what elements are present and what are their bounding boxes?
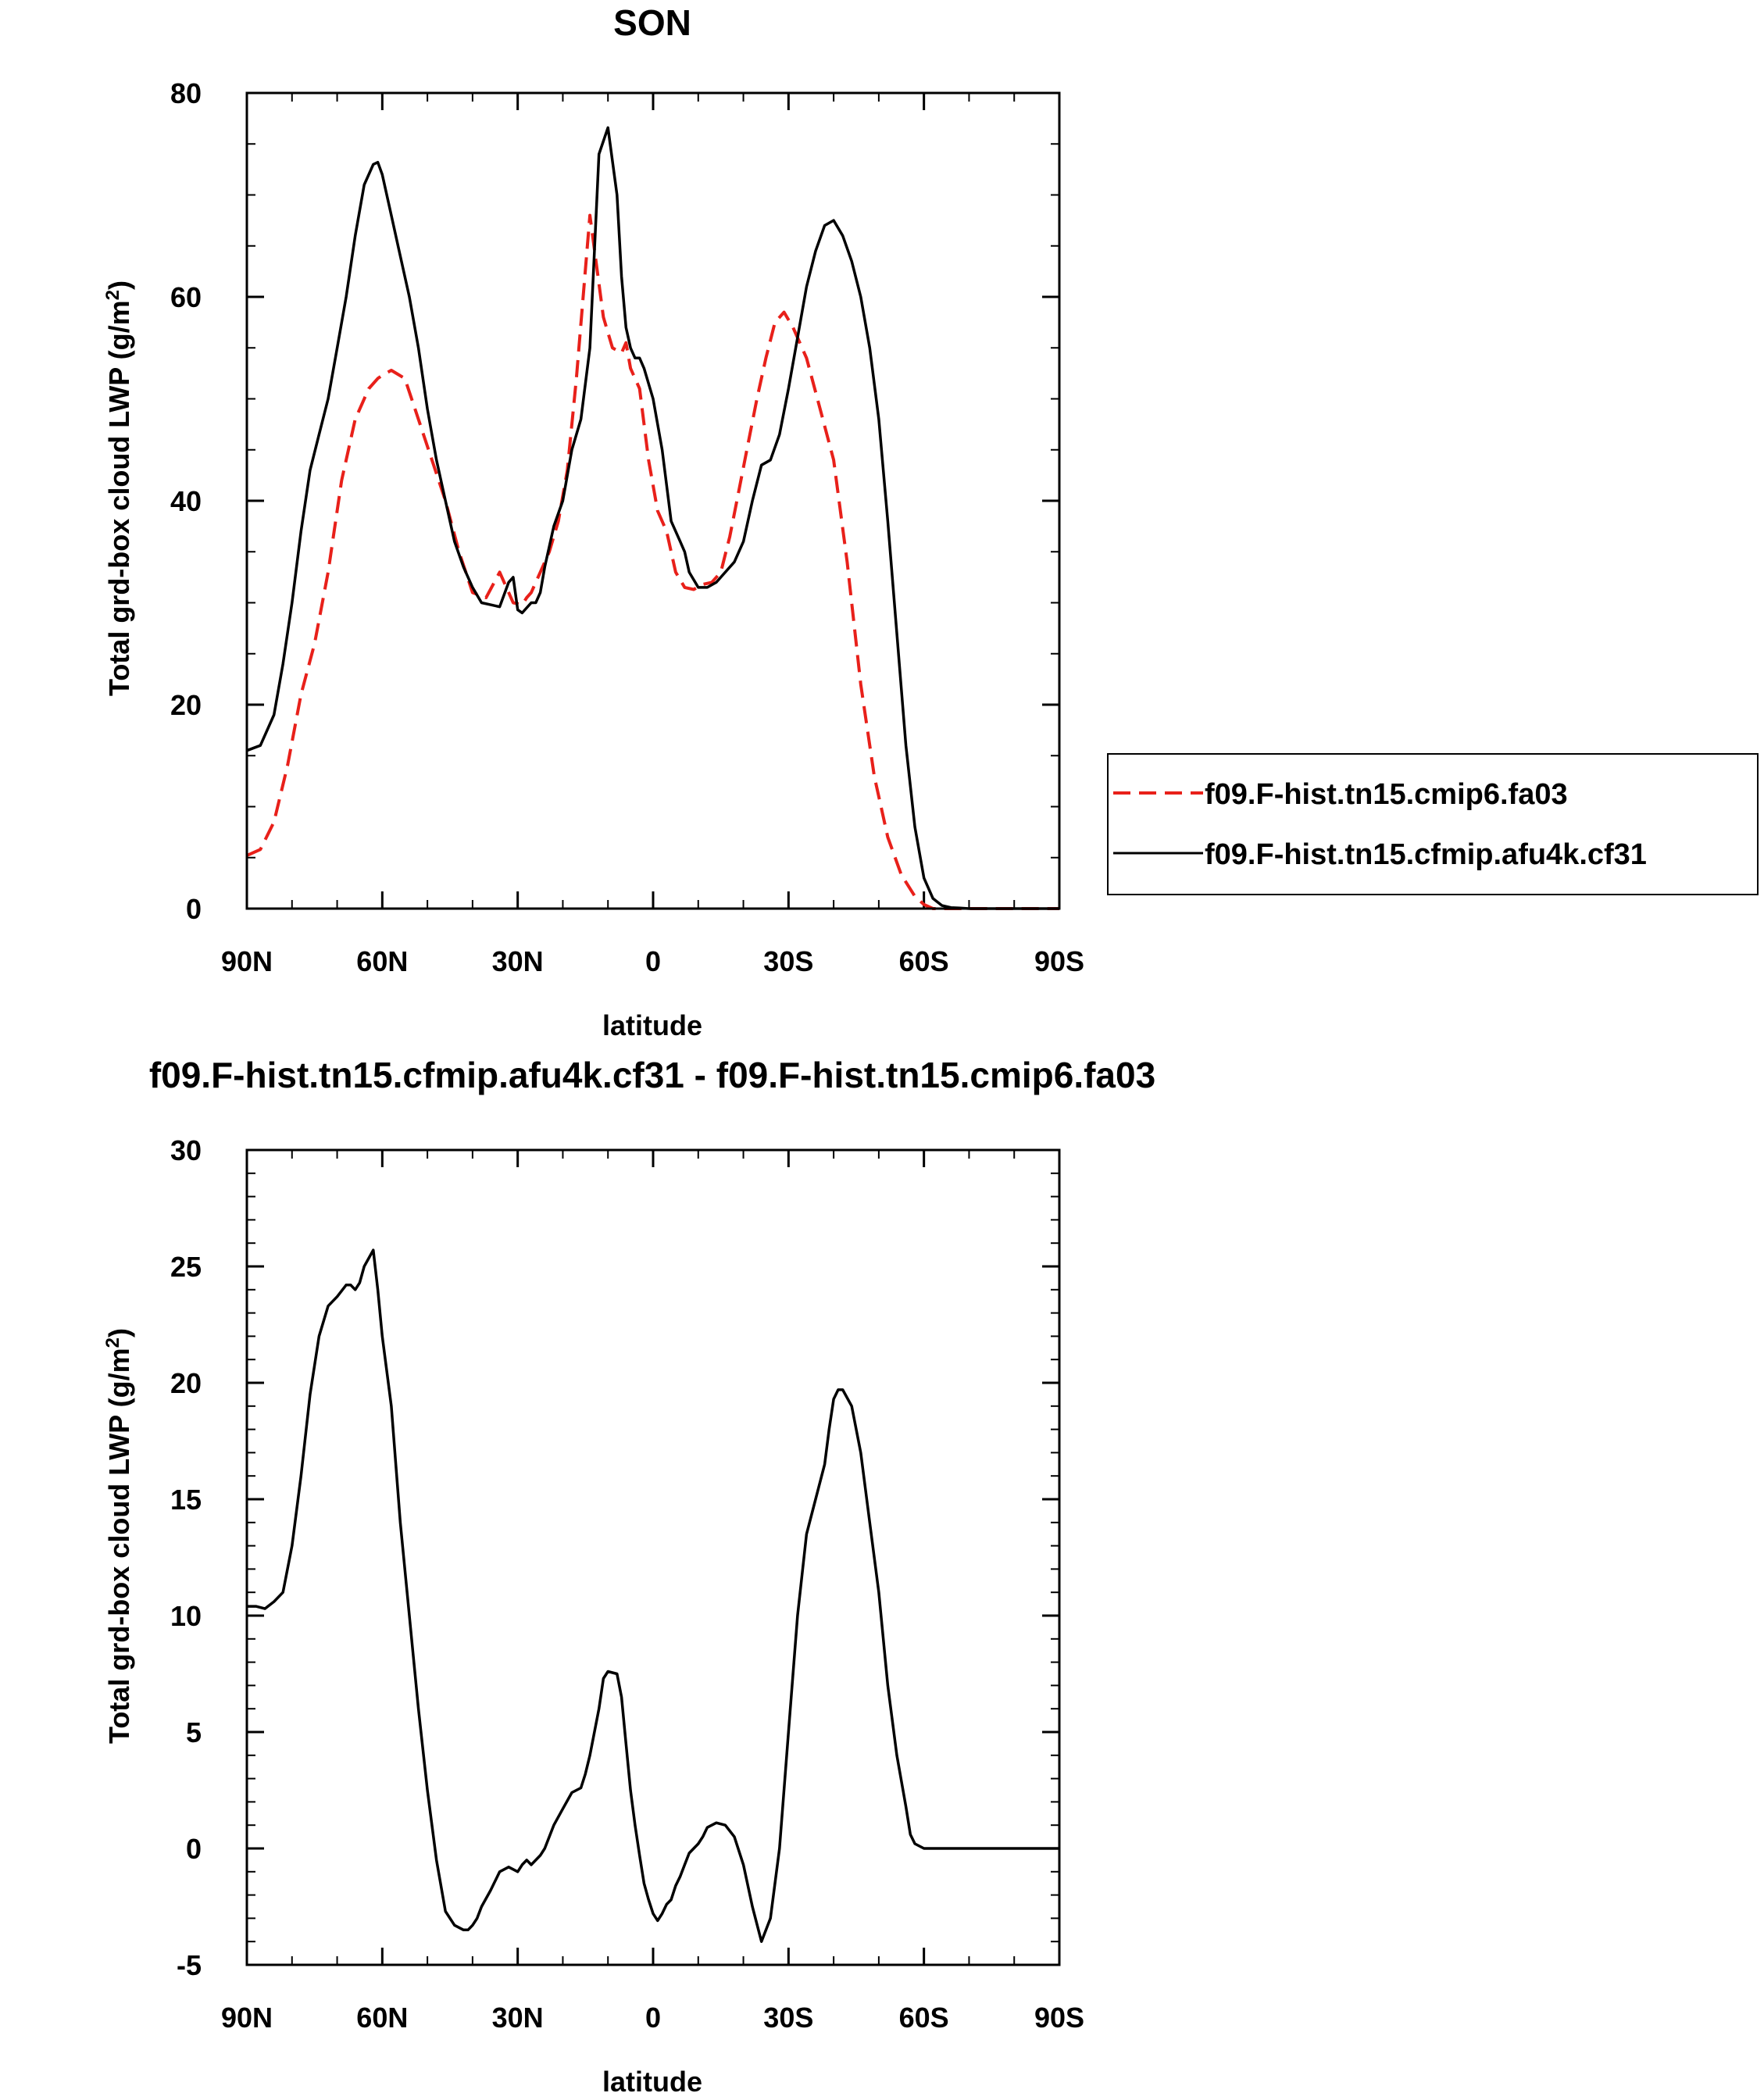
bottom-x-tick-label: 60N <box>356 2002 408 2034</box>
top-x-axis-label: latitude <box>602 1009 702 1041</box>
top-y-tick-label: 20 <box>170 689 202 721</box>
bottom-y-tick-label: 10 <box>170 1600 202 1632</box>
bottom-y-tick-label: 20 <box>170 1367 202 1399</box>
bottom-chart-title: f09.F-hist.tn15.cfmip.afu4k.cf31 - f09.F… <box>149 1055 1155 1095</box>
bottom-series-line-0 <box>247 1248 1059 1943</box>
bottom-y-tick-label: -5 <box>177 1949 202 1981</box>
bottom-y-tick-label: 15 <box>170 1484 202 1516</box>
bottom-y-tick-label: 25 <box>170 1251 202 1283</box>
bottom-x-tick-label: 30S <box>763 2002 813 2034</box>
bottom-y-axis-label-text: Total grd-box cloud LWP (g/m <box>103 1348 135 1744</box>
bottom-ticks: 90N 60N 30N 0 30S 60S 90S -5 0 5 10 15 20 25 30 <box>170 1134 1084 2034</box>
bottom-x-axis-label: latitude <box>602 2066 702 2098</box>
bottom-series <box>247 1248 1059 1943</box>
top-y-axis-label-superscript: 2 <box>102 290 123 300</box>
top-x-tick-label: 30S <box>763 945 813 977</box>
top-ticks: 90N 60N 30N 0 30S 60S 90S 0 20 40 60 80 <box>170 77 1084 977</box>
svg-text:Total grd-box cloud LWP (g/m2): Total grd-box cloud LWP (g/m2) <box>102 280 136 696</box>
bottom-y-axis-label-superscript: 2 <box>102 1338 123 1348</box>
top-x-tick-label: 0 <box>645 945 661 977</box>
top-chart-title: SON <box>613 2 691 43</box>
top-y-tick-label: 60 <box>170 281 202 313</box>
top-x-tick-label: 30N <box>492 945 544 977</box>
top-series-line-1 <box>246 126 1059 910</box>
top-y-tick-label: 0 <box>186 893 202 925</box>
top-x-tick-label: 60S <box>899 945 949 977</box>
bottom-plot-frame <box>245 1148 1061 1966</box>
top-legend-label-1: f09.F-hist.tn15.cfmip.afu4k.cf31 <box>1205 838 1647 871</box>
top-series-line-0 <box>246 213 1059 910</box>
svg-text:Total grd-box cloud LWP (g/m2): Total grd-box cloud LWP (g/m2) <box>102 1328 136 1744</box>
panel-bottom: f09.F-hist.tn15.cfmip.afu4k.cf31 - f09.F… <box>102 1055 1156 2098</box>
bottom-x-tick-label: 0 <box>645 2002 661 2034</box>
top-legend-box <box>1107 753 1759 895</box>
bottom-y-tick-label: 5 <box>186 1716 202 1748</box>
top-y-tick-label: 40 <box>170 485 202 517</box>
top-y-axis-label-text: Total grd-box cloud LWP (g/m <box>103 300 135 696</box>
bottom-y-tick-label: 30 <box>170 1134 202 1166</box>
top-y-axis-label: Total grd-box cloud LWP (g/m2) <box>102 280 136 696</box>
top-x-tick-label: 60N <box>356 945 408 977</box>
bottom-x-tick-label: 90S <box>1034 2002 1084 2034</box>
top-y-tick-label: 80 <box>170 77 202 109</box>
top-x-tick-label: 90S <box>1034 945 1084 977</box>
bottom-y-axis-label: Total grd-box cloud LWP (g/m2) <box>102 1328 136 1744</box>
top-y-axis-label-close: ) <box>103 280 135 290</box>
bottom-y-axis-label-close: ) <box>103 1328 135 1338</box>
bottom-x-tick-label: 60S <box>899 2002 949 2034</box>
top-plot-frame <box>245 91 1061 910</box>
bottom-x-tick-label: 90N <box>221 2002 273 2034</box>
top-x-tick-label: 90N <box>221 945 273 977</box>
bottom-x-tick-label: 30N <box>492 2002 544 2034</box>
top-legend: f09.F-hist.tn15.cmip6.fa03 f09.F-hist.tn… <box>1107 753 1759 895</box>
top-legend-label-0: f09.F-hist.tn15.cmip6.fa03 <box>1205 778 1568 811</box>
panel-top: SON Total grd-box cloud LWP (g/m2) latit… <box>102 2 1759 1041</box>
top-series <box>246 126 1059 910</box>
bottom-y-tick-label: 0 <box>186 1833 202 1865</box>
